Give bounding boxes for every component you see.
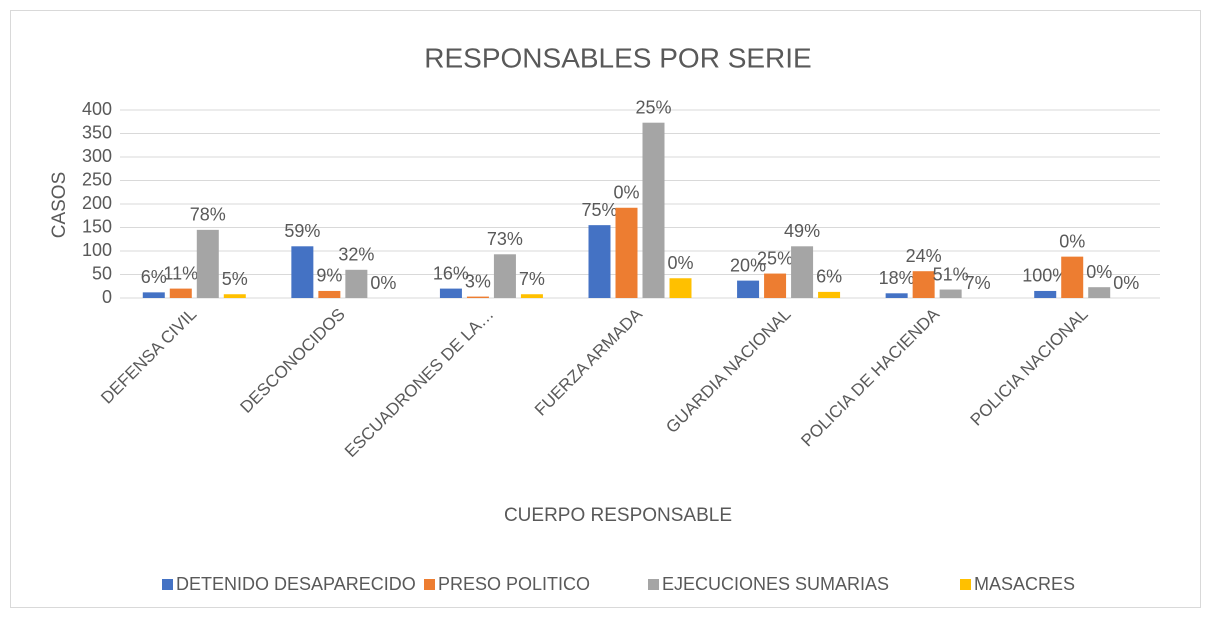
chart-title: RESPONSABLES POR SERIE [424,42,811,73]
y-tick-label: 0 [102,287,112,307]
data-label: 49% [784,221,820,241]
bar [1088,287,1111,298]
y-tick-label: 300 [82,146,112,166]
legend-swatch [960,579,971,590]
data-label: 51% [933,264,969,284]
y-tick-label: 350 [82,122,112,142]
data-label: 25% [635,97,671,117]
data-label: 24% [906,246,942,266]
data-label: 11% [163,263,198,283]
legend-label: EJECUCIONES SUMARIAS [662,574,889,594]
bar [345,269,368,298]
bar [912,271,935,298]
bar [791,246,814,298]
data-label: 0% [1113,273,1139,293]
y-tick-label: 50 [92,263,112,283]
data-label: 20% [730,255,766,275]
bar [466,296,489,298]
y-tick-label: 400 [82,99,112,119]
bar [1061,256,1084,298]
y-axis-title: CASOS [49,172,70,239]
x-axis-title: CUERPO RESPONSABLE [504,505,732,526]
data-label: 6% [816,267,842,287]
data-label: 73% [487,229,523,249]
data-label: 6% [141,267,167,287]
data-label: 18% [879,268,915,288]
data-label: 78% [190,205,226,225]
legend-swatch [162,579,173,590]
data-label: 7% [519,269,545,289]
bar [642,122,665,298]
legend-label: DETENIDO DESAPARECIDO [176,574,416,594]
bar [939,289,962,298]
bar [520,294,543,298]
bar [818,291,841,298]
data-label: 16% [433,263,469,283]
legend-label: MASACRES [974,574,1075,594]
data-label: 59% [284,221,320,241]
data-label: 25% [757,248,793,268]
data-label: 0% [613,183,639,203]
bar [588,225,611,298]
y-tick-label: 200 [82,193,112,213]
data-label: 0% [1059,231,1085,251]
data-label: 0% [667,253,693,273]
legend-swatch [648,579,659,590]
data-label: 75% [581,200,617,220]
data-label: 0% [1086,262,1112,282]
bar [615,207,638,298]
data-label: 7% [965,273,991,293]
legend-swatch [424,579,435,590]
bar [1034,290,1057,298]
bar [169,288,192,298]
y-tick-label: 100 [82,240,112,260]
data-label: 32% [338,245,374,265]
bar [439,288,462,298]
bar [669,278,692,298]
bar [764,273,787,298]
data-label: 5% [222,269,248,289]
data-label: 0% [370,273,396,293]
bar [885,293,908,298]
y-tick-label: 250 [82,169,112,189]
bar [737,280,760,298]
y-tick-label: 150 [82,216,112,236]
bar [291,246,314,298]
legend-label: PRESO POLITICO [438,574,590,594]
data-label: 100% [1022,266,1068,286]
data-label: 3% [465,271,491,291]
data-label: 9% [316,266,342,286]
bar [223,294,246,298]
bar [142,292,165,298]
bar [493,254,516,298]
bar [196,229,219,298]
bar [318,290,341,298]
